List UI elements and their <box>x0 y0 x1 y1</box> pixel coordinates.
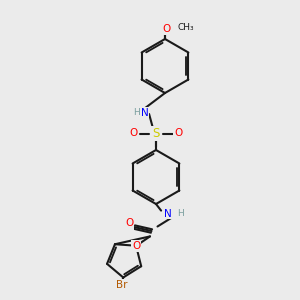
Text: O: O <box>129 128 138 139</box>
Text: S: S <box>152 127 160 140</box>
Text: O: O <box>162 23 171 34</box>
Text: O: O <box>174 128 183 139</box>
Text: O: O <box>132 241 140 251</box>
Text: H: H <box>133 108 140 117</box>
Text: H: H <box>177 209 183 218</box>
Text: Br: Br <box>116 280 128 290</box>
Text: O: O <box>125 218 133 229</box>
Text: CH₃: CH₃ <box>178 23 194 32</box>
Text: N: N <box>164 208 172 219</box>
Text: N: N <box>141 107 149 118</box>
